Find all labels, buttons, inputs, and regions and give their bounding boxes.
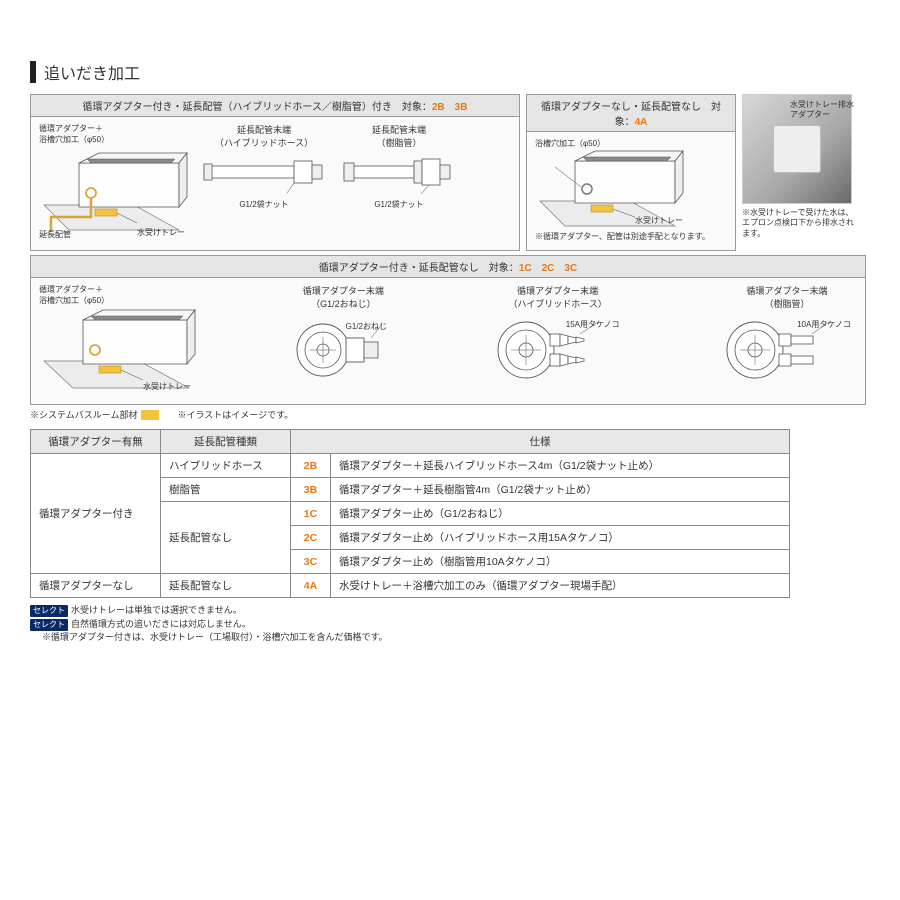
box1-pipe2-label: G1/2袋ナット — [339, 199, 459, 210]
note-line: セレクト水受けトレーは単独では選択できません。 — [30, 604, 870, 618]
box3-conn2-title: 循環アダプター末端 （ハイブリッドホース） — [488, 284, 628, 310]
photo-caption1: 水受けトレー排水 アダプター — [790, 100, 858, 121]
cell-code: 2B — [291, 454, 331, 478]
box3-header-prefix: 循環アダプター付き・延長配管なし 対象： — [319, 263, 519, 274]
tub3-svg — [39, 306, 199, 391]
box1-header-prefix: 循環アダプター付き・延長配管（ハイブリッドホース／樹脂管）付き 対象： — [83, 102, 432, 113]
box1-tub-label1: 循環アダプター＋ 浴槽穴加工（φ50） — [39, 123, 189, 145]
diagram-box-1: 循環アダプター付き・延長配管（ハイブリッドホース／樹脂管）付き 対象：2B 3B… — [30, 94, 520, 251]
box3-conn2: 循環アダプター末端 （ハイブリッドホース） 15A用タケノコ — [488, 284, 628, 396]
box2-tub-label1: 浴槽穴加工（φ50） — [535, 138, 727, 149]
cell-adapter-no: 循環アダプターなし — [31, 574, 161, 598]
cell-desc: 循環アダプター止め（G1/2おねじ） — [331, 502, 790, 526]
box3-conn2-label: 15A用タケノコ — [558, 319, 628, 330]
box3-tub-label1: 循環アダプター＋ 浴槽穴加工（φ50） — [39, 284, 199, 306]
cell-pipe: 樹脂管 — [161, 478, 291, 502]
box3-conn1-label: G1/2おねじ — [336, 321, 396, 332]
table-header-row: 循環アダプター有無 延長配管種類 仕様 — [31, 430, 790, 454]
box2-header-prefix: 循環アダプターなし・延長配管なし 対象： — [541, 102, 721, 128]
box2-note: ※循環アダプター、配管は別途手配となります。 — [535, 232, 727, 242]
box1-pipe1-title: 延長配管末端 （ハイブリッドホース） — [199, 123, 329, 149]
cell-code: 2C — [291, 526, 331, 550]
cell-desc: 循環アダプター＋延長樹脂管4m（G1/2袋ナット止め） — [331, 478, 790, 502]
th-adapter: 循環アダプター有無 — [31, 430, 161, 454]
box3-conn3-label: 10A用タケノコ — [789, 319, 859, 330]
diagram-box-3: 循環アダプター付き・延長配管なし 対象：1C 2C 3C 循環アダプター＋ 浴槽… — [30, 255, 866, 405]
select-badge: セレクト — [30, 619, 68, 631]
diagram-row-1: 循環アダプター付き・延長配管（ハイブリッドホース／樹脂管）付き 対象：2B 3B… — [30, 94, 870, 251]
box2-tub-diagram: 浴槽穴加工（φ50） 水受けトレー — [535, 138, 727, 232]
note-text: 水受けトレーは単独では選択できません。 — [71, 605, 242, 615]
note-text: ※循環アダプター付きは、水受けトレー（工場取付）・浴槽穴加工を含んだ価格です。 — [42, 632, 388, 642]
box2-tub-label2: 水受けトレー — [635, 215, 683, 226]
note-line: セレクト自然循環方式の追いだきには対応しません。 — [30, 618, 870, 632]
box3-targets: 1C 2C 3C — [519, 263, 577, 274]
pipe2-svg — [339, 151, 459, 196]
box1-tub-label2: 延長配管 — [39, 229, 71, 240]
box1-pipe1: 延長配管末端 （ハイブリッドホース） G1/2袋ナット — [199, 123, 329, 210]
cell-desc: 水受けトレー＋浴槽穴加工のみ（循環アダプター現場手配） — [331, 574, 790, 598]
cell-code: 3C — [291, 550, 331, 574]
pipe1-svg — [199, 151, 329, 196]
legend-row: ※システムバスルーム部材 ※イラストはイメージです。 — [30, 408, 870, 421]
tub-svg — [39, 145, 189, 235]
cell-code: 1C — [291, 502, 331, 526]
box3-tub-diagram: 循環アダプター＋ 浴槽穴加工（φ50） 水受けトレー — [39, 284, 199, 394]
cell-desc: 循環アダプター止め（樹脂管用10Aタケノコ） — [331, 550, 790, 574]
cell-code: 4A — [291, 574, 331, 598]
note-text: 自然循環方式の追いだきには対応しません。 — [71, 619, 251, 629]
box1-header: 循環アダプター付き・延長配管（ハイブリッドホース／樹脂管）付き 対象：2B 3B — [31, 95, 519, 117]
box3-tub-label2: 水受けトレー — [143, 381, 191, 392]
notes-block: セレクト水受けトレーは単独では選択できません。 セレクト自然循環方式の追いだきに… — [30, 604, 870, 645]
box1-tub-label3: 水受けトレー — [137, 227, 185, 238]
box3-conn3-title: 循環アダプター末端 （樹脂管） — [717, 284, 857, 310]
box3-conn1-title: 循環アダプター末端 （G1/2おねじ） — [288, 284, 398, 310]
cell-adapter-yes: 循環アダプター付き — [31, 454, 161, 574]
table-row: 循環アダプター付き ハイブリッドホース 2B 循環アダプター＋延長ハイブリッドホ… — [31, 454, 790, 478]
cell-desc: 循環アダプター止め（ハイブリッドホース用15Aタケノコ） — [331, 526, 790, 550]
legend-text1: ※システムバスルーム部材 — [30, 408, 137, 421]
box1-pipe1-label: G1/2袋ナット — [199, 199, 329, 210]
cell-code: 3B — [291, 478, 331, 502]
cell-pipe-none: 延長配管なし — [161, 502, 291, 574]
th-pipe: 延長配管種類 — [161, 430, 291, 454]
side-photo-block: 水受けトレー排水 アダプター ※水受けトレーで受けた水は、エプロン点検口下から排… — [742, 94, 860, 251]
title-text: 追いだき加工 — [44, 60, 140, 84]
th-spec: 仕様 — [291, 430, 790, 454]
cell-pipe: ハイブリッドホース — [161, 454, 291, 478]
photo-caption2: ※水受けトレーで受けた水は、エプロン点検口下から排水されます。 — [742, 208, 860, 239]
legend-text2: ※イラストはイメージです。 — [177, 408, 293, 421]
box3-header: 循環アダプター付き・延長配管なし 対象：1C 2C 3C — [31, 256, 865, 278]
box1-targets: 2B 3B — [432, 102, 468, 113]
spec-table: 循環アダプター有無 延長配管種類 仕様 循環アダプター付き ハイブリッドホース … — [30, 429, 790, 598]
section-title: 追いだき加工 — [30, 60, 870, 84]
diagram-box-2: 循環アダプターなし・延長配管なし 対象：4A 浴槽穴加工（φ50） 水受けトレー… — [526, 94, 736, 251]
cell-pipe: 延長配管なし — [161, 574, 291, 598]
box2-targets: 4A — [635, 117, 648, 128]
box1-pipe2: 延長配管末端 （樹脂管） G1/2袋ナット — [339, 123, 459, 210]
select-badge: セレクト — [30, 605, 68, 617]
legend-swatch — [141, 410, 159, 420]
box1-pipe2-title: 延長配管末端 （樹脂管） — [339, 123, 459, 149]
box1-tub-diagram: 循環アダプター＋ 浴槽穴加工（φ50） — [39, 123, 189, 238]
title-accent-bar — [30, 61, 36, 83]
box2-header: 循環アダプターなし・延長配管なし 対象：4A — [527, 95, 735, 132]
box3-conn1: 循環アダプター末端 （G1/2おねじ） G1/2おねじ — [288, 284, 398, 396]
cell-desc: 循環アダプター＋延長ハイブリッドホース4m（G1/2袋ナット止め） — [331, 454, 790, 478]
table-row: 循環アダプターなし 延長配管なし 4A 水受けトレー＋浴槽穴加工のみ（循環アダプ… — [31, 574, 790, 598]
box3-conn3: 循環アダプター末端 （樹脂管） 10A用タケノコ — [717, 284, 857, 396]
note-line: ※循環アダプター付きは、水受けトレー（工場取付）・浴槽穴加工を含んだ価格です。 — [30, 631, 870, 645]
